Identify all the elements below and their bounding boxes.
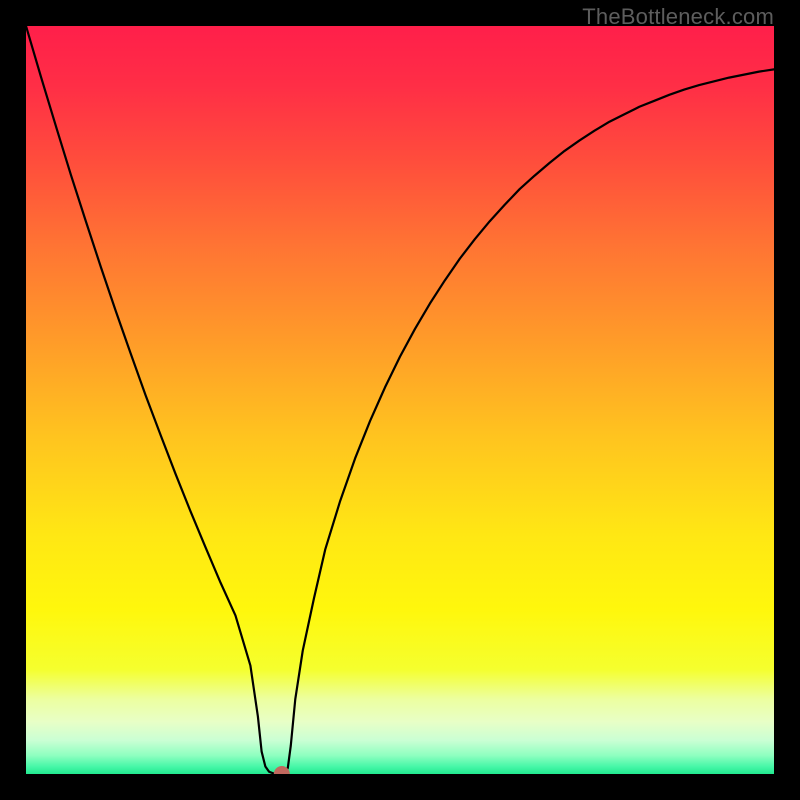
chart-background — [26, 26, 774, 774]
chart-svg — [26, 26, 774, 774]
chart-frame: TheBottleneck.com — [0, 0, 800, 800]
plot-area — [26, 26, 774, 774]
